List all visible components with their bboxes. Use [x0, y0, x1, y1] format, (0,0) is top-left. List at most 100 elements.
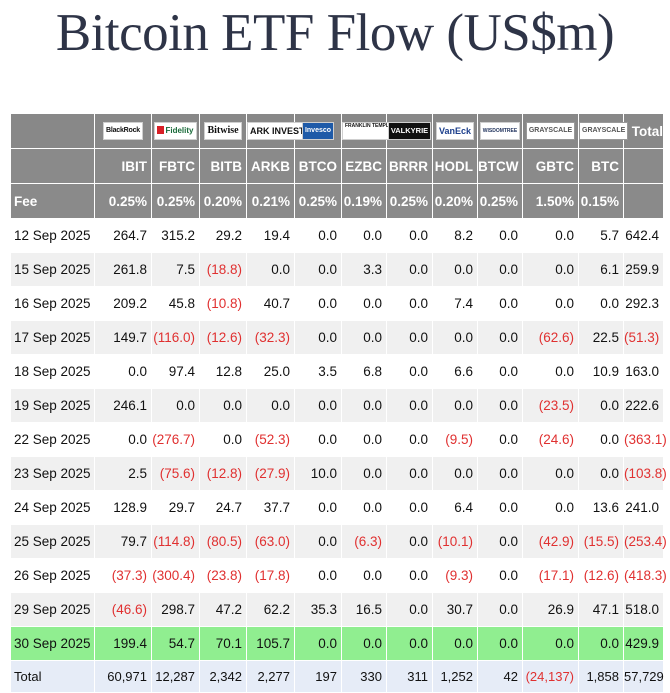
fee-cell: 1.50%: [522, 183, 579, 219]
flow-cell: (9.3): [432, 558, 478, 593]
flow-cell: (23.5): [522, 388, 579, 423]
fee-cell: 0.20%: [199, 183, 247, 219]
flow-cell: (18.8): [199, 252, 247, 287]
flow-cell: 29.7: [151, 490, 200, 525]
flow-cell: 0.0: [578, 626, 624, 661]
flow-cell: 0.0: [341, 320, 387, 355]
flow-cell: 0.0: [294, 558, 342, 593]
flow-cell: 0.0: [386, 252, 433, 287]
fee-label: Fee: [10, 183, 95, 219]
ticker-header: BTCO: [294, 148, 342, 184]
flow-cell: (17.8): [246, 558, 295, 593]
flow-cell: 246.1: [94, 388, 152, 423]
flow-cell: 0.0: [386, 218, 433, 253]
row-total: 429.9: [623, 626, 664, 661]
flow-cell: 0.0: [432, 626, 478, 661]
ticker-header: BTC: [578, 148, 624, 184]
flow-cell: 0.0: [294, 388, 342, 423]
flow-cell: 13.6: [578, 490, 624, 525]
ticker-header: IBIT: [94, 148, 152, 184]
ticker-header: GBTC: [522, 148, 579, 184]
logo-row: BlackRock Fidelity Bitwise ARK INVEST In…: [10, 113, 664, 149]
table-row: 24 Sep 2025 128.9 29.7 24.7 37.7 0.0 0.0 0.0 6.4…: [10, 490, 664, 525]
flow-cell: 10.9: [578, 354, 624, 389]
flow-cell: 0.0: [386, 456, 433, 491]
row-date: 16 Sep 2025: [10, 286, 95, 321]
flow-cell: 0.0: [522, 218, 579, 253]
ticker-header: BITB: [199, 148, 247, 184]
flow-cell: 47.1: [578, 592, 624, 627]
flow-cell: 0.0: [386, 286, 433, 321]
flow-cell: 0.0: [386, 626, 433, 661]
flow-cell: 0.0: [477, 626, 523, 661]
valkyrie-logo: VALKYRIE: [387, 122, 432, 140]
wisdomtree-logo: WISDOMTREE: [479, 122, 521, 140]
flow-cell: 0.0: [522, 490, 579, 525]
flow-cell: 0.0: [477, 388, 523, 423]
flow-cell: (12.6): [578, 558, 624, 593]
flow-cell: 0.0: [477, 524, 523, 559]
flow-cell: 0.0: [432, 388, 478, 423]
flow-cell: 35.3: [294, 592, 342, 627]
flow-cell: (27.9): [246, 456, 295, 491]
flow-cell: 128.9: [94, 490, 152, 525]
flow-cell: 0.0: [522, 286, 579, 321]
totals-cell: 1,252: [432, 660, 478, 693]
ticker-header: BRRR: [386, 148, 433, 184]
fee-cell: 0.25%: [477, 183, 523, 219]
row-date: 19 Sep 2025: [10, 388, 95, 423]
flow-cell: 0.0: [477, 592, 523, 627]
flow-cell: 10.0: [294, 456, 342, 491]
flow-cell: 70.1: [199, 626, 247, 661]
flow-cell: 0.0: [386, 422, 433, 457]
flow-cell: 0.0: [246, 252, 295, 287]
flow-cell: 3.3: [341, 252, 387, 287]
row-total: 241.0: [623, 490, 664, 525]
flow-cell: 315.2: [151, 218, 200, 253]
table-row: 19 Sep 2025 246.1 0.0 0.0 0.0 0.0 0.0 0.0 0.0 0.0…: [10, 388, 664, 423]
row-total: 292.3: [623, 286, 664, 321]
table-row: 22 Sep 2025 0.0 (276.7) 0.0 (52.3) 0.0 0.0 0.0(…: [10, 422, 667, 457]
flow-cell: 0.0: [386, 592, 433, 627]
flow-cell: 0.0: [386, 320, 433, 355]
flow-cell: 0.0: [522, 456, 579, 491]
flow-cell: 0.0: [386, 490, 433, 525]
totals-cell: 330: [341, 660, 387, 693]
flow-cell: 3.5: [294, 354, 342, 389]
flow-cell: (63.0): [246, 524, 295, 559]
totals-row: Total 60,971 12,287 2,342 2,277 197 330 311 1,25…: [10, 660, 664, 693]
flow-cell: 5.7: [578, 218, 624, 253]
totals-cell: 311: [386, 660, 433, 693]
flow-cell: 261.8: [94, 252, 152, 287]
row-date: 18 Sep 2025: [10, 354, 95, 389]
flow-cell: (24.6): [522, 422, 579, 457]
etf-flow-table: BlackRock Fidelity Bitwise ARK INVEST In…: [10, 113, 667, 693]
flow-cell: 26.9: [522, 592, 579, 627]
flow-cell: 0.0: [432, 456, 478, 491]
table-row: 26 Sep 2025 (37.3) (300.4) (23.8) (17.8) 0.0 0…: [10, 558, 667, 593]
flow-cell: 0.0: [386, 524, 433, 559]
flow-cell: (6.3): [341, 524, 387, 559]
flow-cell: 0.0: [477, 422, 523, 457]
flow-cell: 0.0: [386, 354, 433, 389]
totals-label: Total: [10, 660, 95, 693]
row-total: 518.0: [623, 592, 664, 627]
flow-cell: 25.0: [246, 354, 295, 389]
fee-cell: 0.15%: [578, 183, 624, 219]
row-date: 23 Sep 2025: [10, 456, 95, 491]
flow-cell: 0.0: [477, 558, 523, 593]
row-total: 259.9: [623, 252, 664, 287]
flow-cell: 54.7: [151, 626, 200, 661]
fee-cell: 0.25%: [94, 183, 152, 219]
page-title: Bitcoin ETF Flow (US$m): [55, 4, 615, 62]
fee-cell: 0.25%: [151, 183, 200, 219]
flow-cell: 0.0: [477, 354, 523, 389]
flow-cell: 62.2: [246, 592, 295, 627]
flow-cell: 149.7: [94, 320, 152, 355]
totals-cell: 197: [294, 660, 342, 693]
flow-cell: 0.0: [432, 252, 478, 287]
totals-cell: 2,342: [199, 660, 247, 693]
fee-cell: 0.25%: [294, 183, 342, 219]
fee-total-blank: [623, 183, 664, 219]
flow-cell: 0.0: [341, 490, 387, 525]
